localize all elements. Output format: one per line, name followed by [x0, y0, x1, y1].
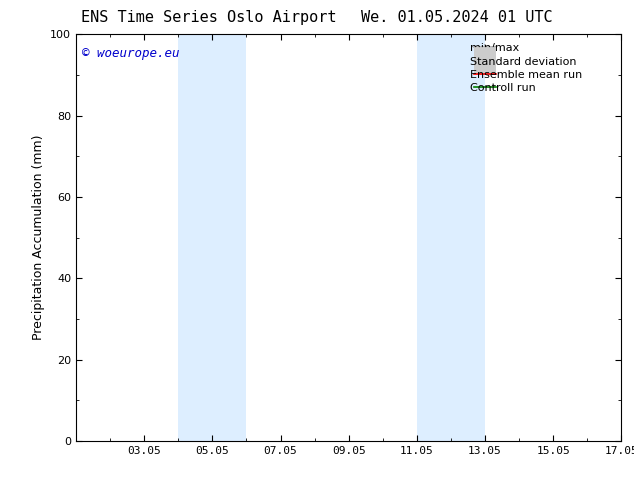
- Legend: min/max, Standard deviation, Ensemble mean run, Controll run: min/max, Standard deviation, Ensemble me…: [470, 40, 616, 97]
- Y-axis label: Precipitation Accumulation (mm): Precipitation Accumulation (mm): [32, 135, 44, 341]
- Text: We. 01.05.2024 01 UTC: We. 01.05.2024 01 UTC: [361, 10, 552, 25]
- Bar: [178, 34, 247, 441]
- Bar: [417, 34, 485, 441]
- Text: ENS Time Series Oslo Airport: ENS Time Series Oslo Airport: [82, 10, 337, 25]
- Text: © woeurope.eu: © woeurope.eu: [82, 47, 179, 59]
